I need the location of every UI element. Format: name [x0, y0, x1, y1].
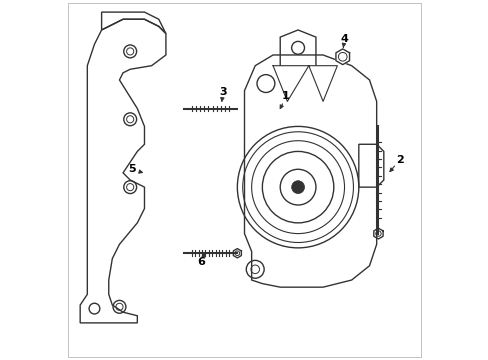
Text: 4: 4: [340, 34, 348, 44]
Polygon shape: [335, 49, 349, 64]
Text: 1: 1: [281, 91, 289, 101]
Circle shape: [291, 181, 304, 194]
Text: 2: 2: [395, 156, 403, 165]
Text: 6: 6: [197, 257, 205, 267]
Text: 5: 5: [128, 164, 136, 174]
Text: 3: 3: [219, 87, 226, 98]
